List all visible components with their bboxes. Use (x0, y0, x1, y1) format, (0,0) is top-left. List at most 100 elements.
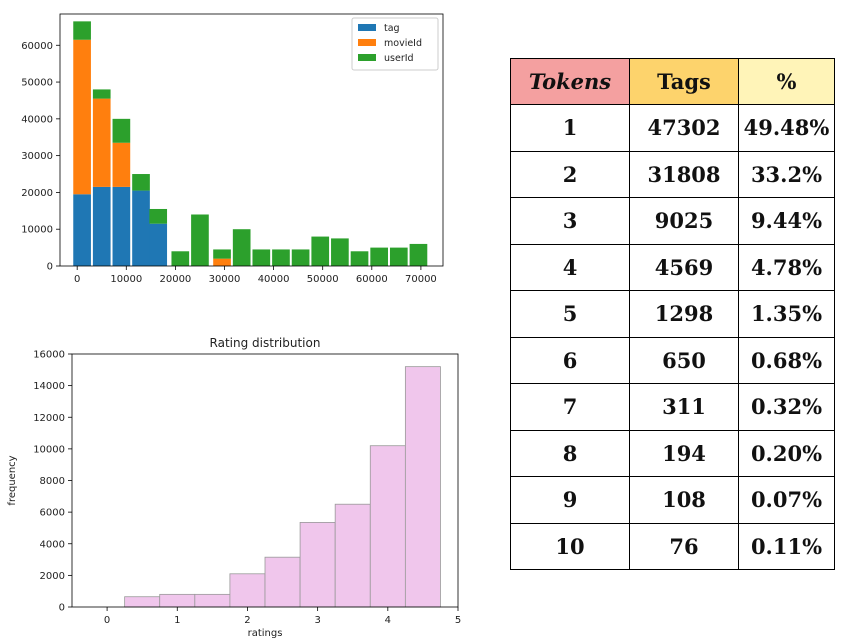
cell-tokens: 1 (510, 104, 630, 152)
cell-tokens: 6 (510, 336, 630, 384)
stacked-histogram-chart: 0 10000 20000 30000 40000 50000 60000 70000 0 100… (21, 13, 444, 285)
bar-userid-9 (252, 249, 271, 266)
y-tick-label: 8000 (40, 476, 65, 487)
legend-label-tag: tag (384, 23, 400, 34)
bar-userid-14 (350, 251, 369, 266)
cell-tags: 311 (629, 383, 739, 431)
cell-tokens: 4 (510, 243, 630, 291)
column-header-tags: Tags (629, 58, 739, 105)
bar-tag-1 (92, 186, 111, 266)
cell-percent: 0.11% (738, 522, 835, 570)
legend-swatch-movieid (358, 39, 376, 46)
bar-4 (264, 556, 301, 608)
x-tick-label: 2 (244, 615, 250, 626)
cell-percent: 0.32% (738, 383, 835, 431)
x-tick-label: 60000 (356, 274, 388, 285)
y-tick-label: 6000 (40, 508, 65, 519)
cell-tokens: 5 (510, 290, 630, 338)
y-tick-label: 10000 (33, 444, 65, 455)
bar-5 (299, 522, 336, 608)
bar-userid-0 (73, 21, 91, 40)
y-axis-label: frequency (7, 455, 18, 505)
x-tick-label: 40000 (258, 274, 290, 285)
y-tick-label: 30000 (21, 151, 53, 162)
y-tick-label: 16000 (33, 350, 65, 361)
cell-tags: 31808 (629, 150, 739, 198)
table-row: 9 108 0.07% (510, 476, 835, 524)
table-row: 6 650 0.68% (510, 336, 835, 384)
bar-movieid-1 (92, 98, 111, 187)
bar-userid-5 (171, 251, 190, 266)
cell-percent: 0.07% (738, 476, 835, 524)
cell-tags: 47302 (629, 104, 739, 152)
y-tick-label: 12000 (33, 413, 65, 424)
bar-userid-7 (213, 249, 231, 259)
bar-0 (124, 596, 161, 608)
legend-label-movieid: movieId (384, 38, 422, 49)
bar-userid-6 (191, 214, 209, 266)
y-tick-label: 20000 (21, 188, 53, 199)
cell-tokens: 8 (510, 429, 630, 477)
cell-percent: 1.35% (738, 290, 835, 338)
cell-tokens: 2 (510, 150, 630, 198)
cell-tokens: 10 (510, 522, 630, 570)
y-tick-label: 60000 (21, 41, 53, 52)
table-row: 1 47302 49.48% (510, 104, 835, 152)
bar-userid-17 (409, 243, 428, 266)
cell-percent: 9.44% (738, 197, 835, 245)
table-row: 4 4569 4.78% (510, 243, 835, 291)
bar-tag-0 (73, 194, 91, 266)
table-header-row: Tokens Tags % (510, 58, 835, 105)
y-tick-label: 50000 (21, 78, 53, 89)
x-axis-label: ratings (248, 628, 283, 639)
y-tick-label: 10000 (21, 225, 53, 236)
tokens-table: Tokens Tags % 1 47302 49.48% 2 31808 33.2% 3 90… (510, 58, 835, 570)
legend-swatch-userid (358, 54, 376, 61)
table-row: 10 76 0.11% (510, 522, 835, 570)
x-tick-label: 1 (174, 615, 180, 626)
x-tick-label: 70000 (405, 274, 437, 285)
bar-userid-10 (272, 249, 290, 266)
cell-tokens: 3 (510, 197, 630, 245)
bar-userid-3 (132, 174, 150, 191)
cell-tags: 194 (629, 429, 739, 477)
x-tick-label: 20000 (159, 274, 191, 285)
bar-userid-4 (149, 208, 168, 224)
bar-8 (404, 366, 441, 608)
rating-distribution-chart: Rating distribution 0 1 2 3 4 5 0 2000 4000 6000 80… (7, 336, 461, 639)
legend: tag movieId userId (351, 17, 439, 71)
plot-frame (59, 13, 444, 267)
column-header-percent: % (738, 58, 835, 105)
y-tick-label: 0 (47, 262, 53, 273)
legend-swatch-tag (358, 24, 376, 31)
table-row: 2 31808 33.2% (510, 150, 835, 198)
cell-tags: 1298 (629, 290, 739, 338)
cell-percent: 0.20% (738, 429, 835, 477)
x-tick-label: 10000 (110, 274, 142, 285)
bar-userid-13 (331, 238, 349, 266)
y-tick-label: 2000 (40, 571, 65, 582)
x-tick-label: 50000 (307, 274, 339, 285)
x-tick-label: 0 (74, 274, 80, 285)
bar-movieid-7 (213, 258, 231, 266)
bar-movieid-2 (112, 142, 131, 187)
x-tick-label: 3 (314, 615, 320, 626)
bar-2 (194, 593, 231, 608)
bar-userid-8 (232, 229, 251, 266)
table-row: 7 311 0.32% (510, 383, 835, 431)
bar-tag-4 (149, 223, 168, 266)
cell-percent: 4.78% (738, 243, 835, 291)
table-row: 3 9025 9.44% (510, 197, 835, 245)
cell-tags: 4569 (629, 243, 739, 291)
bar-3 (229, 573, 266, 608)
bar-movieid-0 (73, 39, 91, 195)
cell-tokens: 9 (510, 476, 630, 524)
cell-percent: 49.48% (738, 104, 835, 152)
bar-userid-15 (370, 247, 389, 266)
cell-percent: 33.2% (738, 150, 835, 198)
x-tick-label: 4 (385, 615, 391, 626)
y-tick-label: 40000 (21, 114, 53, 125)
x-tick-label: 0 (104, 615, 110, 626)
cell-tags: 650 (629, 336, 739, 384)
table-row: 5 1298 1.35% (510, 290, 835, 338)
